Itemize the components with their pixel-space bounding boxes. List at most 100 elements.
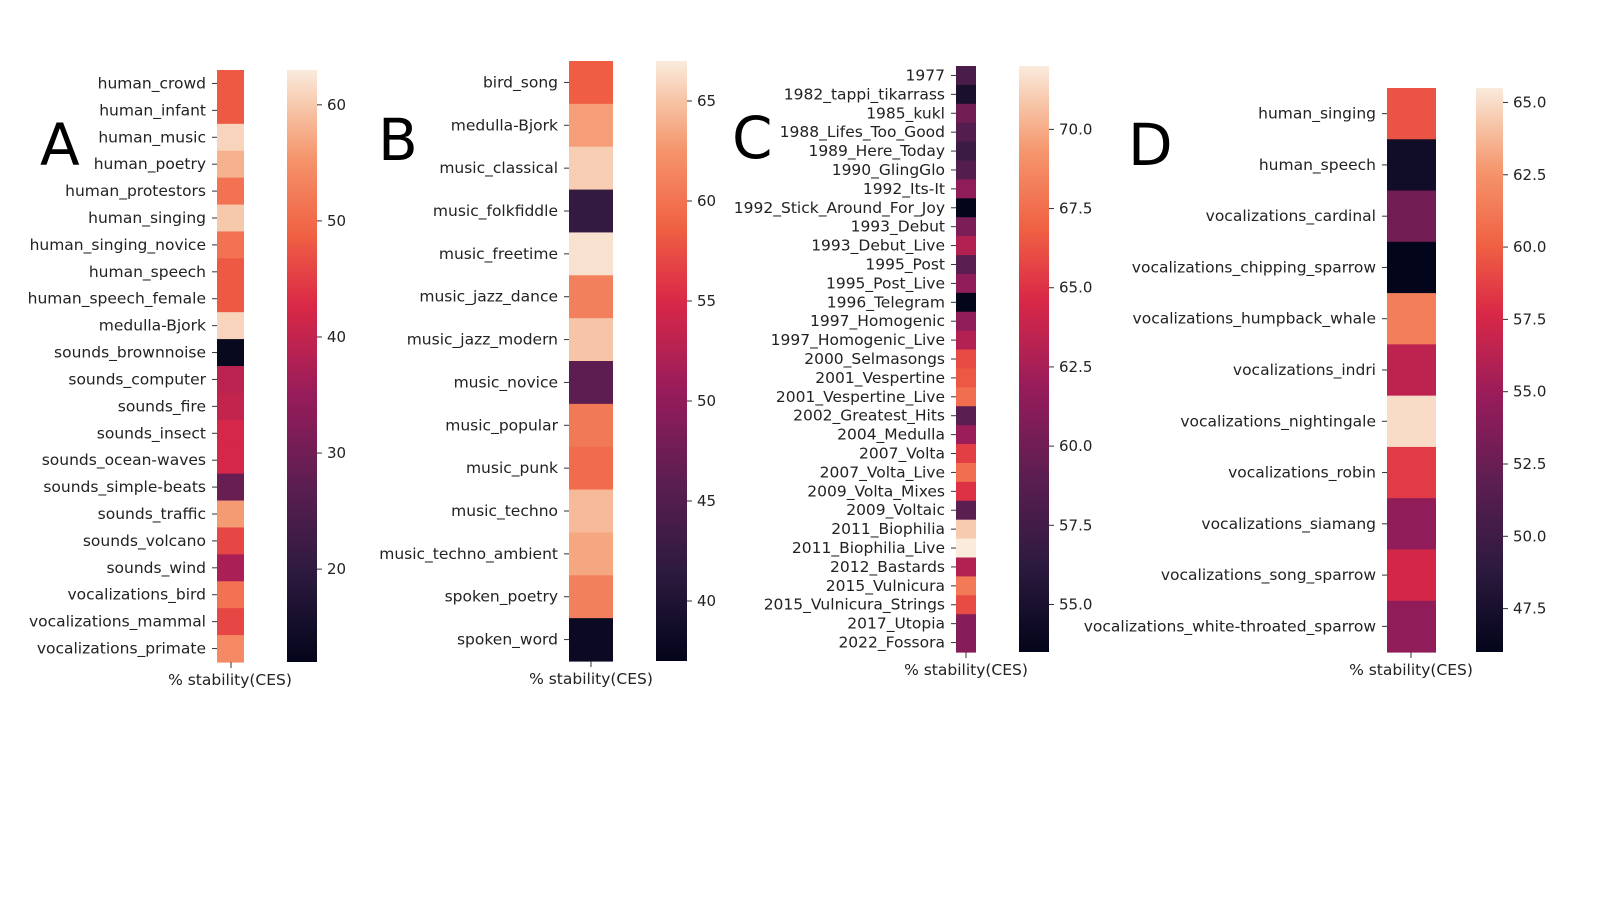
row-tick-label: 2002_Greatest_Hits bbox=[793, 407, 945, 426]
heatmap-cell bbox=[956, 103, 976, 124]
heatmap-cell bbox=[956, 444, 976, 464]
row-tick-label: 2004_Medulla bbox=[837, 426, 945, 445]
row-tick-label: human_speech_female bbox=[28, 290, 206, 309]
heatmap-cell bbox=[217, 177, 244, 206]
heatmap-cell bbox=[569, 189, 613, 234]
row-tick-label: vocalizations_indri bbox=[1233, 361, 1376, 380]
row-tick-label: sounds_fire bbox=[118, 397, 206, 416]
row-tick-label: music_popular bbox=[445, 416, 558, 435]
colorbar-tick-label: 60 bbox=[697, 192, 716, 210]
row-tick-label: spoken_poetry bbox=[445, 588, 558, 607]
heatmap-cell bbox=[1387, 549, 1436, 602]
row-tick-label: 2015_Vulnicura bbox=[826, 577, 945, 596]
heatmap-cell bbox=[217, 366, 244, 394]
panel-c: C 19771982_tappi_tikarrass1985_kukl1988_… bbox=[732, 66, 1092, 679]
row-tick-label: sounds_brownnoise bbox=[54, 344, 206, 363]
row-tick-labels: human_singing human_speech vocalizations_c… bbox=[1084, 105, 1387, 636]
heatmap-cell bbox=[217, 70, 244, 98]
row-tick-label: 2009_Volta_Mixes bbox=[807, 482, 945, 501]
heatmap-cell bbox=[569, 489, 613, 534]
panel-a: A human_crowd human_infant human_musichuma… bbox=[28, 70, 346, 689]
row-tick-label: medulla-Bjork bbox=[99, 317, 206, 335]
colorbar-gradient bbox=[1019, 66, 1049, 652]
colorbar-tick-label: 67.5 bbox=[1059, 200, 1092, 218]
heatmap-cell bbox=[1387, 446, 1436, 499]
heatmap-cell bbox=[956, 462, 976, 483]
row-tick-label: vocalizations_bird bbox=[67, 586, 206, 605]
heatmap-cell bbox=[569, 361, 613, 405]
row-tick-label: 2001_Vespertine bbox=[815, 369, 945, 388]
row-tick-label: human_speech bbox=[1259, 156, 1376, 175]
heatmap-cell bbox=[956, 576, 976, 596]
colorbar-tick-label: 30 bbox=[327, 444, 346, 462]
colorbar-tick-label: 50 bbox=[327, 212, 346, 230]
colorbar-tick-label: 45 bbox=[697, 492, 716, 510]
row-tick-label: vocalizations_primate bbox=[37, 640, 206, 659]
panel-letter-a: A bbox=[40, 111, 80, 179]
heatmap-cell bbox=[956, 595, 976, 615]
heatmap-cell bbox=[569, 532, 613, 576]
colorbar-tick-label: 40 bbox=[327, 328, 346, 346]
row-tick-label: 2017_Utopia bbox=[847, 615, 945, 634]
row-tick-label: 1993_Debut_Live bbox=[811, 237, 945, 256]
row-tick-label: sounds_simple-beats bbox=[43, 478, 206, 497]
x-axis-label: % stability(CES) bbox=[1349, 661, 1473, 679]
heatmap-cell bbox=[217, 419, 244, 448]
row-tick-label: 2012_Bastards bbox=[830, 558, 945, 577]
row-tick-labels: human_crowd human_infant human_music human_… bbox=[28, 74, 217, 659]
heatmap-cell bbox=[956, 425, 976, 445]
heatmap-cells bbox=[569, 61, 613, 662]
row-tick-label: 1988_Lifes_Too_Good bbox=[780, 123, 945, 142]
heatmap-cell bbox=[217, 527, 244, 555]
row-tick-label: 2022_Fossora bbox=[838, 634, 945, 653]
row-tick-label: vocalizations_nightingale bbox=[1180, 412, 1376, 431]
row-tick-label: music_classical bbox=[439, 159, 558, 178]
heatmap-cell bbox=[956, 406, 976, 426]
colorbar-tick-label: 60.0 bbox=[1513, 238, 1546, 256]
heatmap-cell bbox=[217, 150, 244, 179]
heatmap-cell bbox=[956, 633, 976, 653]
colorbar: 55.0 57.5 60.0 62.5 65.0 67.5 70.0 bbox=[1019, 66, 1092, 652]
row-tick-label: sounds_volcano bbox=[83, 532, 206, 551]
heatmap-cell bbox=[956, 481, 976, 502]
row-tick-label: music_jazz_dance bbox=[419, 288, 558, 307]
row-tick-label: music_freetime bbox=[439, 245, 558, 264]
row-tick-labels: bird_song medulla-Bjork music_classicalmus… bbox=[379, 73, 569, 650]
heatmap-cell bbox=[956, 330, 976, 351]
heatmap-cell bbox=[956, 614, 976, 634]
x-axis-label: % stability(CES) bbox=[168, 671, 292, 689]
heatmap-cell bbox=[956, 311, 976, 332]
row-tick-label: 2015_Vulnicura_Strings bbox=[764, 596, 945, 615]
colorbar-tick-label: 55.0 bbox=[1059, 595, 1092, 613]
colorbar-tick-label: 50.0 bbox=[1513, 527, 1546, 545]
heatmap-cell bbox=[956, 255, 976, 275]
panel-letter-b: B bbox=[378, 106, 418, 174]
row-tick-label: human_crowd bbox=[98, 74, 206, 93]
row-tick-label: 1995_Post bbox=[865, 255, 945, 274]
heatmap-cell bbox=[1387, 293, 1436, 345]
heatmap-cell bbox=[956, 557, 976, 577]
heatmap-cell bbox=[956, 519, 976, 540]
heatmap-cell bbox=[217, 339, 244, 367]
heatmap-cell bbox=[1387, 139, 1436, 192]
row-tick-label: human_singing bbox=[88, 209, 206, 228]
heatmap-cell bbox=[217, 123, 244, 152]
row-tick-label: vocalizations_humpback_whale bbox=[1133, 310, 1376, 329]
row-tick-label: human_music bbox=[98, 128, 206, 147]
heatmap-cell bbox=[217, 258, 244, 286]
colorbar-tick-label: 65.0 bbox=[1513, 93, 1546, 111]
colorbar-tick-label: 65 bbox=[697, 92, 716, 110]
heatmap-cell bbox=[956, 84, 976, 105]
heatmap-cell bbox=[956, 217, 976, 237]
heatmap-cell bbox=[1387, 88, 1436, 140]
row-tick-label: human_singing bbox=[1258, 105, 1376, 124]
heatmap-cell bbox=[217, 581, 244, 609]
heatmap-cell bbox=[217, 392, 244, 421]
heatmap-cell bbox=[217, 285, 244, 313]
colorbar-tick-label: 62.5 bbox=[1513, 166, 1546, 184]
row-tick-label: human_poetry bbox=[94, 155, 206, 174]
heatmap-cell bbox=[956, 198, 976, 218]
colorbar-gradient bbox=[1476, 88, 1503, 652]
colorbar-tick-label: 57.5 bbox=[1059, 516, 1092, 534]
